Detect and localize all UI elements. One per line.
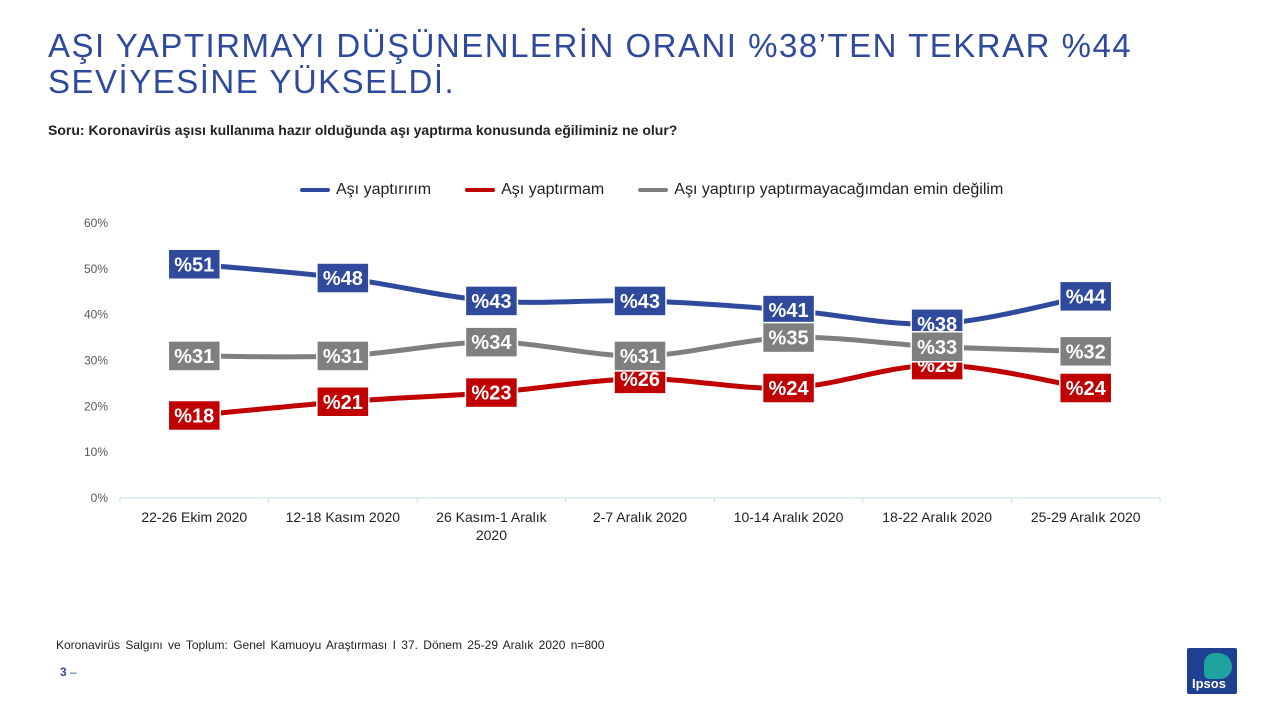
data-label-gray: %35 [769,328,809,350]
survey-question: Soru: Koronavirüs aşısı kullanıma hazır … [48,122,678,138]
data-label-gray: %34 [471,332,512,354]
data-label-box-red [464,376,519,409]
data-label-box-blue [613,285,667,317]
data-label-red: %23 [471,383,511,405]
data-label-box-blue [316,262,370,294]
legend-swatch-blue [300,188,330,192]
data-label-gray: %31 [620,346,660,368]
data-label-box-red [167,399,222,432]
page-number-value: 3 [60,665,67,679]
data-label-box-blue [761,294,816,326]
legend-label-emin-degilim: Aşı yaptırıp yaptırmayacağımdan emin değ… [674,181,1004,198]
y-tick-label: 20% [84,399,108,413]
y-tick-label: 60% [84,216,108,230]
data-label-red: %24 [769,378,810,400]
data-label-red: %26 [620,369,660,391]
x-tick-label: 22-26 Ekim 2020 [141,509,247,525]
legend-label-asi-yaptiririm: Aşı yaptırırım [336,181,432,198]
y-tick-label: 50% [84,262,108,276]
data-label-box-gray [464,326,519,358]
data-label-blue: %51 [174,254,214,276]
data-label-box-red [761,372,816,404]
legend-label-asi-yaptirmam: Aşı yaptırmam [501,181,605,198]
y-tick-label: 0% [91,491,109,505]
data-label-gray: %32 [1066,341,1106,363]
x-tick-label: 10-14 Aralık 2020 [734,509,844,525]
ipsos-logo: Ipsos [1187,648,1237,694]
page-number: 3 – [60,665,77,679]
data-label-red: %18 [174,406,214,428]
data-label-blue: %43 [620,291,660,313]
data-label-red: %24 [1066,378,1107,400]
data-label-box-gray [910,331,964,363]
data-label-blue: %43 [471,291,511,313]
x-tick-label: 25-29 Aralık 2020 [1031,509,1141,525]
x-tick-label: 2-7 Aralık 2020 [593,509,687,525]
legend-item-asi-yaptirmam: Aşı yaptırmam [465,181,604,199]
data-label-box-blue [1058,280,1113,313]
data-label-box-gray [167,340,222,372]
data-label-blue: %44 [1066,286,1107,308]
data-label-red: %21 [323,392,363,414]
x-tick-label: 2020 [476,527,507,543]
legend-swatch-gray [638,188,669,192]
data-label-gray: %33 [917,337,957,359]
x-tick-label: 12-18 Kasım 2020 [286,509,401,525]
data-label-box-gray [316,340,370,372]
data-label-box-blue [464,285,519,317]
data-label-blue: %38 [917,314,957,336]
logo-text: Ipsos [1192,676,1226,691]
x-tick-label: 18-22 Aralık 2020 [882,509,992,525]
data-label-box-gray [613,340,667,372]
x-tick-label: 26 Kasım-1 Aralık [436,509,547,525]
page-dash: – [70,665,77,679]
data-label-gray: %31 [323,346,363,368]
logo-head-shape [1204,653,1232,679]
data-label-blue: %41 [769,300,809,322]
data-label-box-gray [761,321,816,354]
data-label-blue: %48 [323,268,363,290]
y-tick-label: 30% [84,354,108,368]
y-tick-label: 10% [84,445,108,459]
legend-item-emin-degilim: Aşı yaptırıp yaptırmayacağımdan emin değ… [638,181,1003,199]
data-label-box-red [1058,372,1113,404]
y-tick-label: 40% [84,308,108,322]
slide-title: AŞI YAPTIRMAYI DÜŞÜNENLERİN ORANI %38’TE… [48,27,1133,100]
legend-swatch-red [465,188,496,192]
chart-legend: Aşı yaptırırım Aşı yaptırmam Aşı yaptırı… [300,181,1037,199]
data-label-box-gray [1058,335,1113,368]
data-label-box-red [316,386,370,418]
data-label-box-blue [167,248,222,280]
source-footnote: Koronavirüs Salgını ve Toplum: Genel Kam… [56,638,605,652]
legend-item-asi-yaptiririm: Aşı yaptırırım [300,181,431,199]
data-label-gray: %31 [174,346,214,368]
